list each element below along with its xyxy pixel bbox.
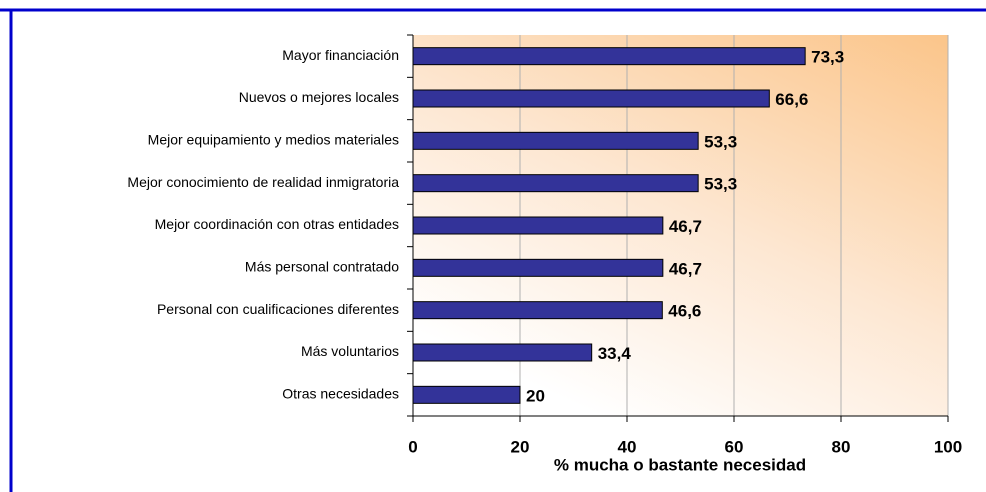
bar xyxy=(412,258,664,277)
value-label: 46,7 xyxy=(669,259,702,278)
x-tick-label: 80 xyxy=(832,437,851,456)
y-tick-label: Mejor coordinación con otras entidades xyxy=(155,216,399,232)
x-tick-label: 20 xyxy=(511,437,530,456)
value-label: 46,7 xyxy=(669,217,702,236)
value-label: 53,3 xyxy=(704,132,737,151)
bar xyxy=(412,131,699,150)
value-label: 46,6 xyxy=(668,302,701,321)
y-tick-label: Nuevos o mejores locales xyxy=(239,89,399,105)
y-tick-label: Más voluntarios xyxy=(301,343,399,359)
x-tick-label: 40 xyxy=(618,437,637,456)
bar xyxy=(412,174,699,193)
bar xyxy=(412,301,663,320)
value-label: 66,6 xyxy=(775,90,808,109)
value-label: 33,4 xyxy=(598,344,632,363)
x-tick-label: 60 xyxy=(725,437,744,456)
y-tick-label: Más personal contratado xyxy=(245,259,399,275)
value-label: 73,3 xyxy=(811,48,844,67)
x-axis-label: % mucha o bastante necesidad xyxy=(554,455,806,474)
value-label: 20 xyxy=(526,386,545,405)
x-tick-label: 0 xyxy=(408,437,417,456)
bar xyxy=(412,216,664,235)
bar xyxy=(412,89,770,108)
x-tick-label: 100 xyxy=(934,437,962,456)
bar xyxy=(412,385,521,404)
bar xyxy=(412,47,806,66)
y-tick-label: Mayor financiación xyxy=(282,47,399,63)
y-tick-label: Mejor conocimiento de realidad inmigrato… xyxy=(127,174,399,190)
y-tick-label: Personal con cualificaciones diferentes xyxy=(157,301,399,317)
y-tick-label: Mejor equipamiento y medios materiales xyxy=(148,132,399,148)
bar xyxy=(412,343,593,362)
y-tick-label: Otras necesidades xyxy=(282,386,399,402)
value-label: 53,3 xyxy=(704,175,737,194)
